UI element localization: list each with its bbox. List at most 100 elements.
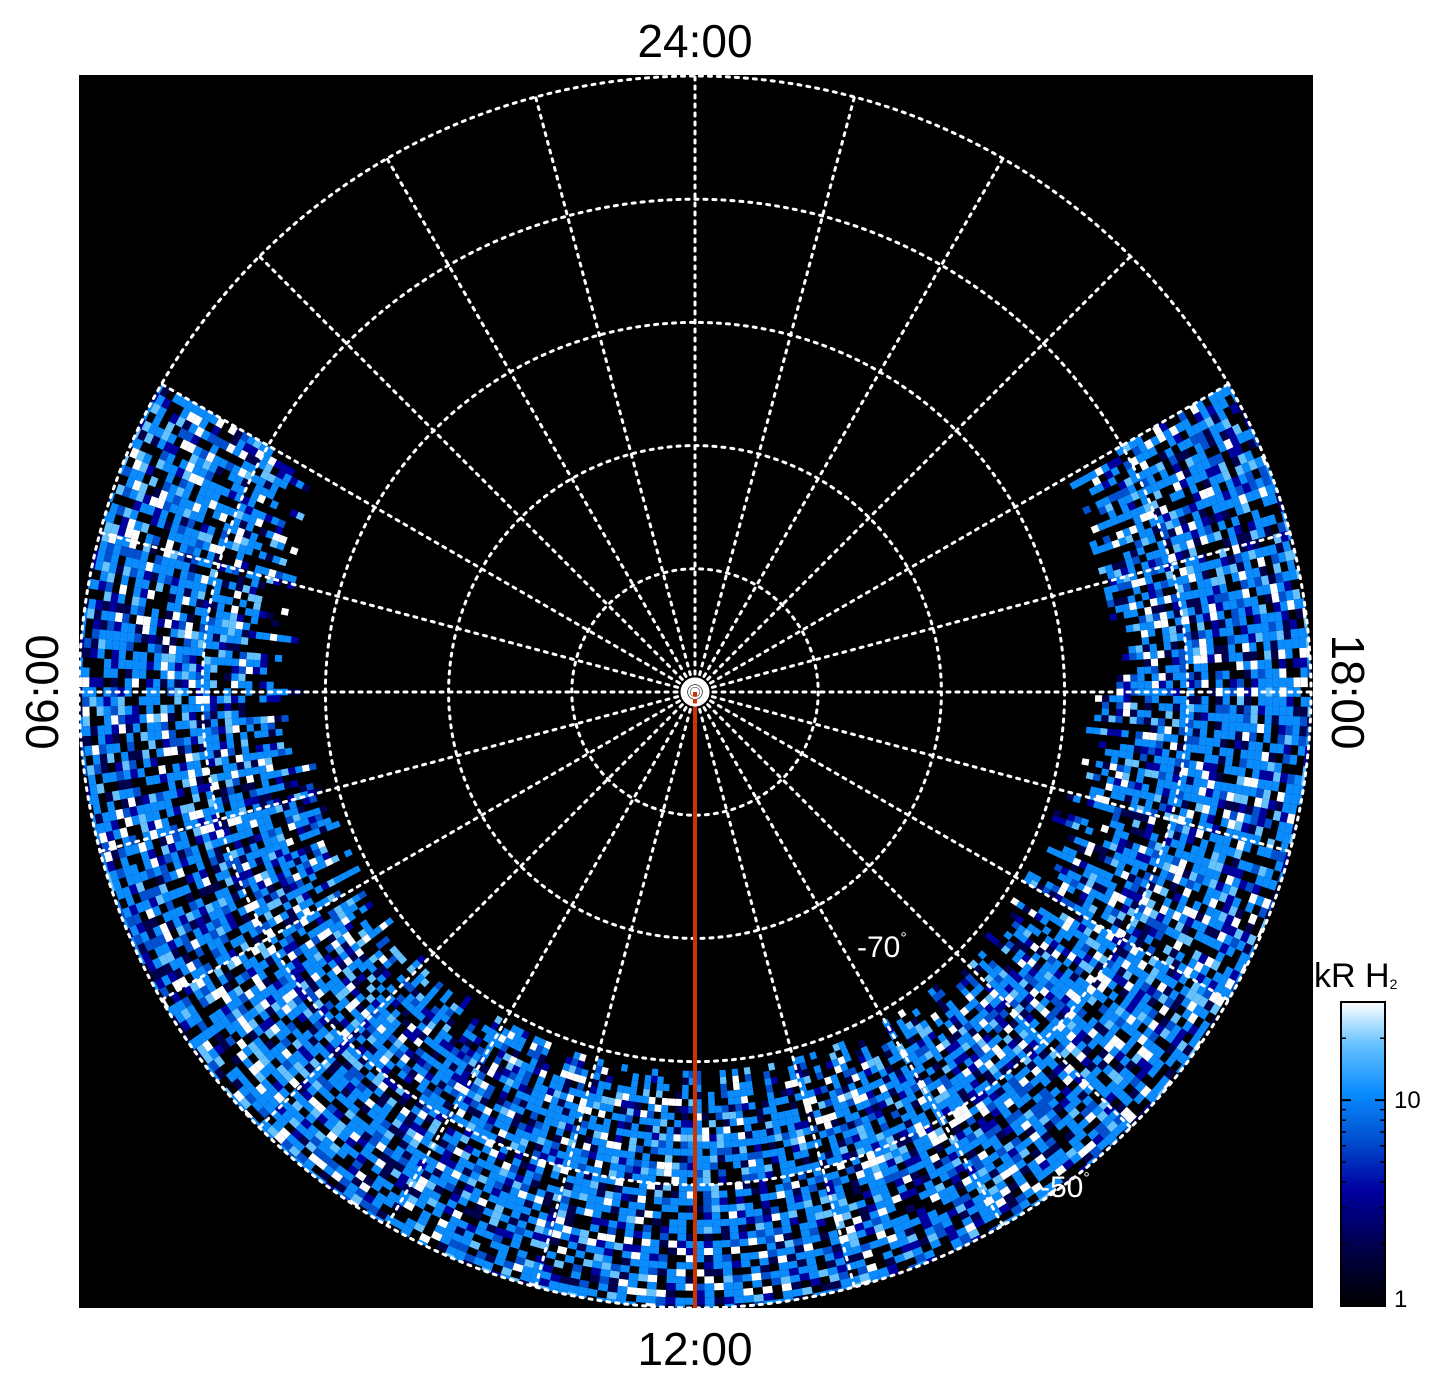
emission-cell	[190, 403, 202, 415]
emission-cell	[265, 530, 275, 540]
emission-cell	[277, 855, 287, 865]
emission-cell	[643, 1081, 651, 1090]
emission-cell	[324, 1032, 335, 1043]
emission-cell	[412, 1027, 423, 1038]
emission-cell	[341, 1049, 352, 1061]
emission-cell	[231, 464, 241, 475]
emission-cell	[750, 1265, 761, 1274]
emission-cell	[257, 758, 266, 767]
emission-cell	[321, 851, 331, 861]
emission-cell	[675, 1283, 686, 1291]
emission-cell	[735, 1103, 743, 1112]
emission-cell	[209, 601, 218, 611]
emission-cell	[82, 706, 90, 717]
emission-cell	[141, 420, 152, 433]
emission-cell	[763, 1221, 774, 1230]
emission-cell	[356, 1081, 367, 1093]
emission-cell	[110, 715, 119, 725]
emission-cell	[781, 1132, 790, 1141]
emission-cell	[317, 1141, 329, 1154]
emission-cell	[122, 507, 133, 519]
emission-cell	[237, 544, 247, 554]
emission-cell	[381, 1029, 392, 1040]
emission-cell	[668, 1226, 678, 1234]
emission-cell	[125, 477, 136, 489]
emission-cell	[655, 1296, 666, 1305]
emission-cell	[192, 927, 203, 939]
emission-cell	[275, 728, 283, 737]
emission-cell	[614, 1098, 622, 1107]
emission-cell	[711, 1212, 721, 1220]
emission-cell	[248, 1064, 260, 1077]
emission-cell	[303, 949, 314, 960]
emission-cell	[713, 1268, 724, 1277]
emission-cell	[159, 986, 171, 999]
emission-cell	[313, 1009, 324, 1021]
emission-cell	[319, 1047, 331, 1059]
emission-cell	[664, 1155, 673, 1163]
emission-cell	[226, 1000, 238, 1012]
emission-cell	[156, 747, 164, 758]
emission-cell	[261, 854, 271, 864]
emission-cell	[295, 511, 305, 521]
emission-cell	[335, 1043, 347, 1055]
emission-cell	[769, 1148, 778, 1157]
emission-cell	[420, 1051, 431, 1062]
emission-cell	[158, 954, 169, 966]
emission-cell	[175, 905, 186, 917]
emission-cell	[344, 1002, 356, 1013]
emission-cell	[653, 1196, 663, 1205]
emission-cell	[124, 779, 133, 790]
emission-cell	[282, 1070, 294, 1083]
emission-cell	[426, 1020, 437, 1031]
emission-cell	[244, 988, 255, 1000]
emission-cell	[781, 1283, 793, 1292]
emission-cell	[179, 516, 189, 527]
emission-cell	[184, 480, 195, 492]
emission-cell	[363, 1060, 375, 1072]
emission-cell	[634, 1102, 642, 1110]
emission-cell	[256, 476, 267, 487]
emission-cell	[400, 998, 411, 1009]
emission-cell	[354, 947, 365, 958]
emission-cell	[122, 565, 132, 577]
emission-cell	[663, 1169, 672, 1177]
emission-cell	[374, 949, 384, 960]
emission-cell	[98, 744, 107, 755]
emission-cell	[611, 1199, 621, 1208]
emission-cell	[304, 976, 316, 987]
emission-cell	[357, 963, 368, 973]
emission-cell	[674, 1120, 682, 1128]
emission-cell	[355, 1003, 366, 1014]
emission-cell	[204, 533, 214, 544]
emission-cell	[721, 1232, 731, 1241]
emission-cell	[238, 702, 246, 711]
emission-cell	[346, 972, 357, 982]
emission-cell	[760, 1193, 770, 1202]
emission-cell	[737, 1131, 746, 1140]
emission-cell	[274, 570, 284, 580]
emission-cell	[179, 804, 189, 815]
emission-cell	[735, 1110, 744, 1119]
emission-cell	[205, 981, 217, 993]
emission-cell	[96, 696, 104, 707]
emission-cell	[188, 472, 199, 484]
emission-cell	[610, 1206, 620, 1215]
emission-cell	[248, 630, 257, 639]
emission-cell	[292, 947, 304, 958]
emission-cell	[156, 438, 167, 450]
emission-cell	[240, 739, 249, 748]
emission-cell	[622, 1129, 631, 1138]
emission-cell	[324, 943, 335, 954]
emission-cell	[406, 964, 416, 974]
emission-cell	[117, 525, 127, 537]
emission-cell	[238, 923, 249, 935]
emission-cell	[301, 764, 310, 772]
emission-cell	[267, 1085, 279, 1097]
emission-cell	[274, 525, 284, 535]
emission-cell	[215, 610, 224, 620]
emission-cell	[254, 991, 266, 1003]
emission-cell	[145, 687, 153, 697]
emission-cell	[280, 607, 289, 616]
